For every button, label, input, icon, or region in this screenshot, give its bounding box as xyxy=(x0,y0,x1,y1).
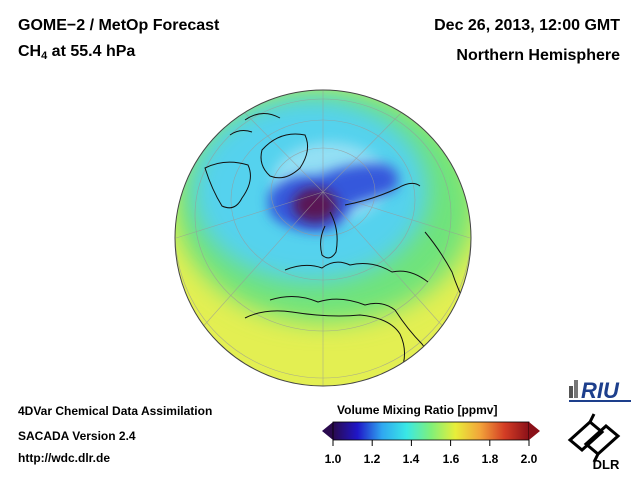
species-pressure: at 55.4 hPa xyxy=(47,43,136,60)
url-link[interactable]: http://wdc.dlr.de xyxy=(18,451,110,465)
scandinavia-coast xyxy=(320,211,338,259)
colorbar-gradient xyxy=(332,421,530,441)
mediterranean-coast xyxy=(269,296,396,311)
africa-coast xyxy=(244,310,405,379)
riu-text: RIU xyxy=(581,378,620,403)
dlr-emblem xyxy=(567,413,621,463)
colorbar-tick-1-4: 1.4 xyxy=(402,452,420,466)
colorbar-tick-1-6: 1.6 xyxy=(442,452,460,466)
colorbar-tick-1-2: 1.2 xyxy=(363,452,381,466)
colorbar xyxy=(322,421,540,446)
globe-field xyxy=(175,90,471,386)
dlr-logo: DLR xyxy=(567,413,621,470)
globe-outline xyxy=(174,89,472,387)
method-label: 4DVar Chemical Data Assimilation xyxy=(18,404,213,418)
date-time: Dec 26, 2013, 12:00 GMT xyxy=(434,17,620,34)
siberia-coast xyxy=(344,182,421,206)
colorbar-tick-1-0: 1.0 xyxy=(324,452,342,466)
colorbar-tick-2-0: 2.0 xyxy=(520,452,538,466)
colorbar-high-arrow xyxy=(529,422,540,440)
riu-logo: RIU xyxy=(569,378,631,403)
title: GOME−2 / MetOp Forecast xyxy=(18,17,220,34)
species-formula: CH xyxy=(18,43,42,60)
species-subscript: 4 xyxy=(41,50,48,62)
riu-bar-2 xyxy=(574,380,578,398)
vortex-core xyxy=(293,188,337,222)
colorbar-low-arrow xyxy=(322,422,333,440)
version-label: SACADA Version 2.4 xyxy=(18,429,136,443)
globe-map xyxy=(174,89,472,387)
dlr-text: DLR xyxy=(593,457,620,470)
north-america-coast xyxy=(229,113,281,136)
colorbar-title: Volume Mixing Ratio [ppmv] xyxy=(337,403,498,417)
species-label: CH4 at 55.4 hPa xyxy=(18,43,135,62)
graticule xyxy=(175,90,471,386)
colorbar-tick-1-8: 1.8 xyxy=(481,452,499,466)
hemisphere-label: Northern Hemisphere xyxy=(456,47,620,64)
riu-bar-1 xyxy=(569,386,573,398)
greenland-coast xyxy=(260,133,309,179)
canada-coast xyxy=(204,161,251,209)
europe-coast xyxy=(284,261,429,283)
